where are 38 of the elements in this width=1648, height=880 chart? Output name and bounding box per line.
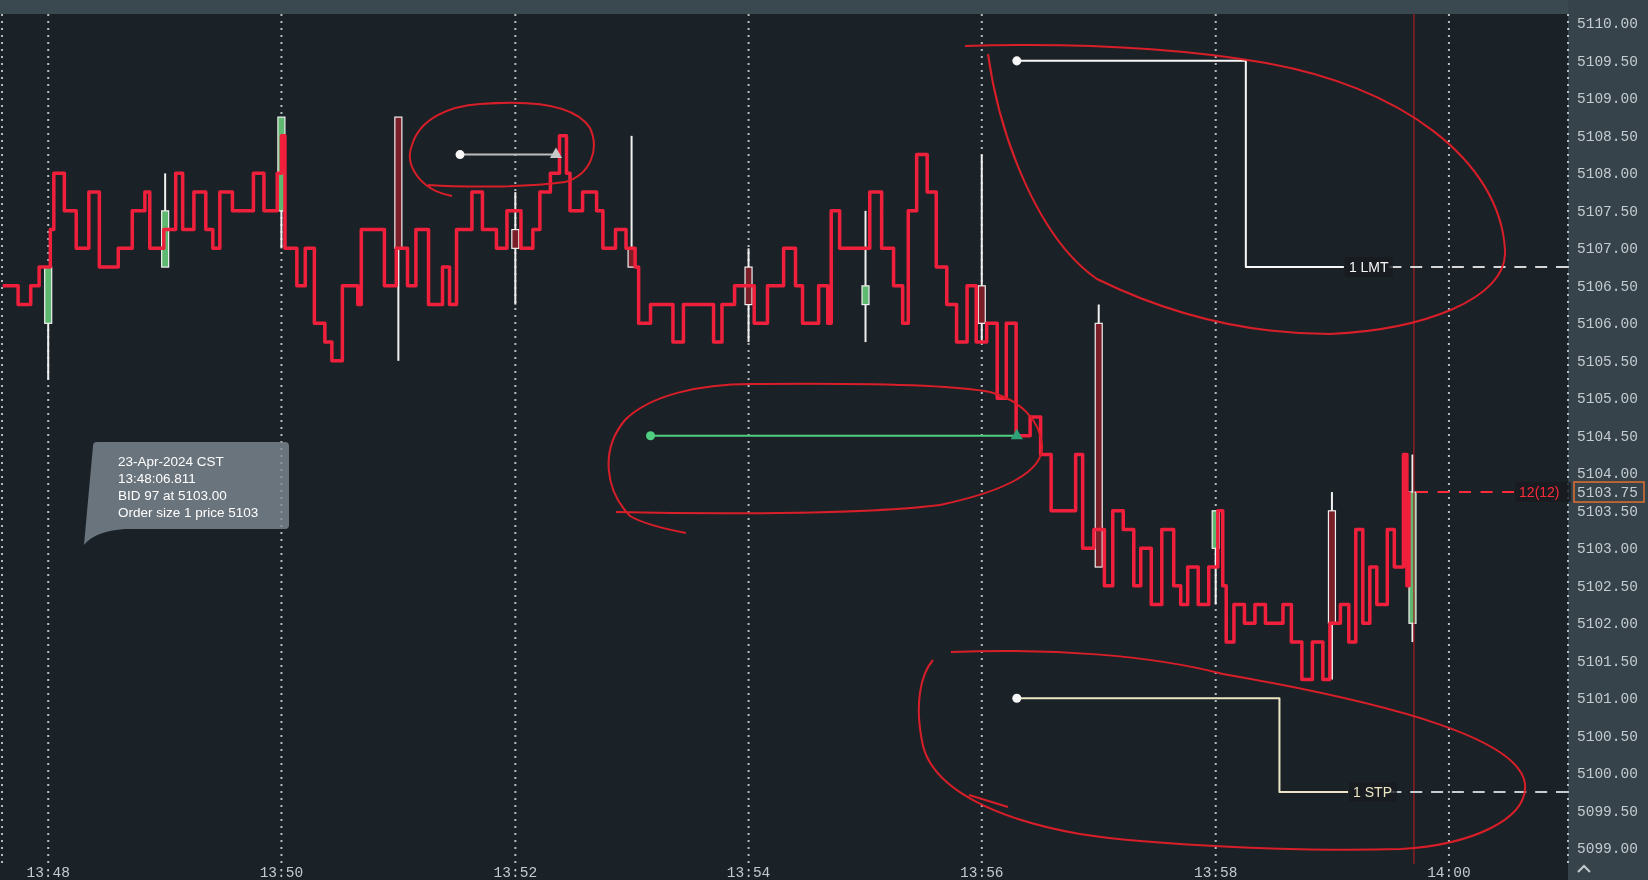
y-tick-label: 5108.00	[1577, 166, 1638, 183]
y-tick-label: 5104.50	[1577, 428, 1638, 445]
annotation: BID 97 at 5103.00	[118, 488, 227, 503]
x-tick-label: 13:48	[26, 865, 70, 880]
x-tick-label: 13:58	[1193, 865, 1238, 880]
x-tick-label: 13:52	[493, 865, 538, 880]
y-tick-label: 5106.00	[1577, 316, 1638, 333]
annotation: 1 STP	[1353, 784, 1392, 801]
y-tick-label: 5099.00	[1577, 841, 1638, 858]
y-tick-label: 5107.50	[1577, 203, 1638, 220]
annotation: 13:48:06.811	[118, 471, 196, 486]
annotation: 12(12)	[1519, 484, 1560, 501]
y-tick-label: 5101.50	[1577, 653, 1638, 670]
annotation: 23-Apr-2024 CST	[118, 454, 224, 469]
y-tick-label: 5103.75	[1577, 485, 1638, 502]
y-tick-label: 5100.50	[1577, 728, 1638, 745]
y-tick-label: 5106.50	[1577, 278, 1638, 295]
y-tick-label: 5103.00	[1577, 541, 1638, 558]
y-tick-label: 5107.00	[1577, 241, 1638, 258]
annotation: 1 LMT	[1348, 259, 1390, 276]
x-tick-label: 13:54	[726, 865, 771, 880]
y-tick-label: 5105.50	[1577, 353, 1638, 370]
y-tick-label: 5102.00	[1577, 616, 1638, 633]
y-tick-label: 5104.00	[1577, 466, 1638, 483]
y-tick-label: 5102.50	[1577, 578, 1638, 595]
y-tick-label: 5105.00	[1577, 391, 1638, 408]
y-tick-label: 5109.50	[1577, 53, 1638, 70]
y-tick-label: 5109.00	[1577, 91, 1638, 108]
x-tick-label: 13:56	[960, 865, 1004, 880]
y-tick-label: 5100.00	[1577, 766, 1638, 783]
y-tick-label: 5108.50	[1577, 128, 1638, 145]
y-tick-label: 5101.00	[1577, 691, 1638, 708]
y-tick-label: 5110.00	[1577, 16, 1638, 33]
annotation: Order size 1 price 5103	[118, 505, 259, 520]
y-tick-label: 5099.50	[1577, 803, 1638, 820]
y-tick-label: 5103.50	[1577, 503, 1638, 520]
x-tick-label: 13:50	[259, 865, 304, 880]
x-tick-label: 14:00	[1427, 865, 1471, 880]
